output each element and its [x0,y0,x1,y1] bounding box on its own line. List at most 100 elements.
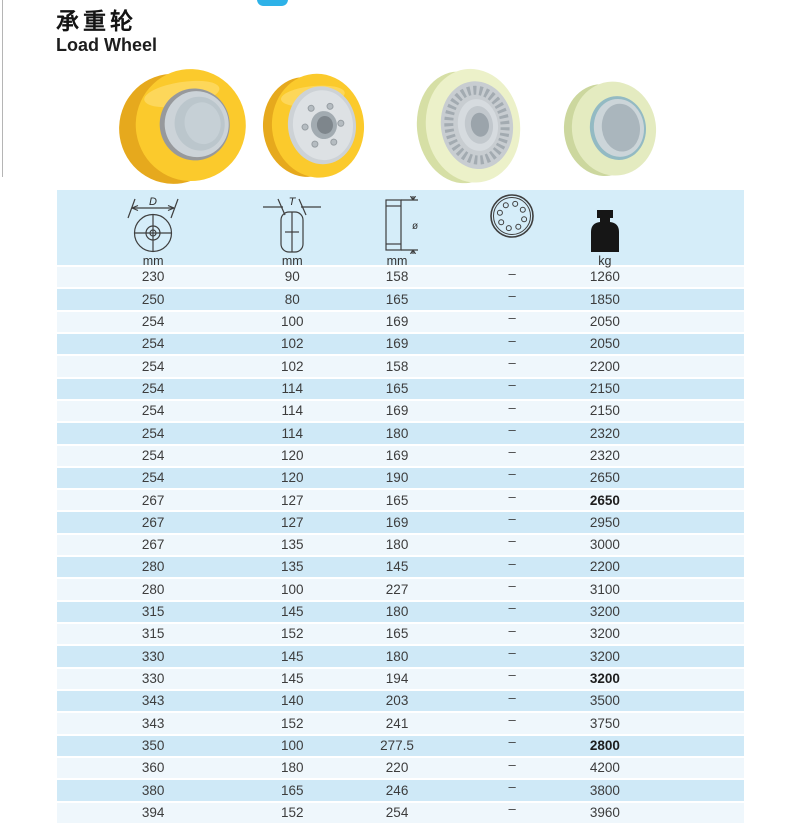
cell-load-capacity: 2200 [589,559,620,575]
cell-diameter: 330 [141,671,165,687]
cell-diameter: 394 [141,804,165,820]
cell-diameter: 343 [141,693,165,709]
cell-hub-length: 165 [385,492,409,508]
cell-hub-length: 180 [385,648,409,664]
dim-letter-dia: ø [412,221,418,232]
cell-diameter: 250 [141,291,165,307]
cell-bolt-circle: – [508,511,516,527]
cell-diameter: 254 [141,470,165,486]
cell-load-capacity: 2320 [589,425,620,441]
table-row: 250 80 165 – 1850 [57,287,744,312]
column-header-load-capacity: kg [565,190,644,274]
table-row: 315 152 165 – 3200 [57,622,744,647]
cell-width: 120 [281,447,304,463]
cell-width: 100 [281,314,304,330]
table-row: 254 100 169 – 2050 [57,310,744,334]
unit-label: mm [386,254,408,268]
column-header-width: T mm [249,190,335,274]
table-row: 350 100 277.5 – 2800 [57,735,744,758]
cell-load-capacity: 3750 [589,715,620,731]
page-title-en: Load Wheel [56,35,158,55]
cell-hub-length: 169 [385,447,409,463]
cell-bolt-circle: – [508,444,516,460]
cell-load-capacity: 2320 [589,447,620,463]
cell-hub-length: 254 [385,804,409,820]
cell-load-capacity: 2950 [589,514,620,530]
cell-width: 127 [281,514,304,530]
cell-hub-length: 277.5 [380,737,414,753]
cell-width: 114 [281,403,304,419]
table-row: 330 145 194 – 3200 [57,668,744,691]
table-row: 267 127 169 – 2950 [57,511,744,535]
column-header-hub-length: ø mm [335,190,459,274]
page-title-cn: 承重轮 [56,8,137,34]
cell-bolt-circle: – [508,488,516,504]
cell-bolt-circle: – [508,801,516,817]
cell-width: 145 [281,604,304,620]
cell-hub-length: 158 [385,269,409,285]
cell-diameter: 267 [141,514,165,530]
header-spacer [644,190,744,274]
cell-bolt-circle: – [508,332,516,348]
wheel-diameter-icon: D [127,196,179,253]
cell-width: 135 [281,559,304,575]
wheel-photo-pale-ribbed-hub [416,68,521,184]
cell-load-capacity: 1260 [589,269,620,285]
unit-label: kg [598,254,612,268]
wheel-photo-yellow-bolted-hub [262,73,365,178]
cell-bolt-circle: – [508,310,516,326]
spec-table: D mm [57,190,744,825]
wheel-photo-yellow-open-bore [119,69,246,184]
cell-width: 100 [281,737,304,753]
cell-hub-length: 246 [385,782,409,798]
table-row: 254 120 190 – 2650 [57,467,744,491]
cell-load-capacity: 3500 [589,693,620,709]
cell-diameter: 254 [141,380,165,396]
table-row: 380 165 246 – 3800 [57,778,744,803]
cell-bolt-circle: – [508,778,516,794]
cell-load-capacity: 4200 [589,760,620,776]
cell-hub-length: 220 [385,760,409,776]
cell-diameter: 254 [141,403,165,419]
cell-hub-length: 165 [385,291,409,307]
cell-width: 140 [281,693,304,709]
table-row: 267 127 165 – 2650 [57,488,744,513]
table-row: 254 114 169 – 2150 [57,401,744,424]
cell-diameter: 254 [141,447,165,463]
cell-diameter: 360 [141,760,165,776]
cell-load-capacity: 3200 [589,626,620,642]
cell-width: 114 [281,380,304,396]
cell-hub-length: 180 [385,425,409,441]
cell-diameter: 254 [141,425,165,441]
cell-bolt-circle: – [508,265,516,281]
cell-diameter: 315 [141,604,165,620]
cell-width: 135 [281,537,304,553]
table-row: 254 120 169 – 2320 [57,444,744,468]
table-row: 254 102 158 – 2200 [57,356,744,379]
cell-hub-length: 227 [385,581,409,597]
cell-hub-length: 203 [385,693,409,709]
cell-diameter: 343 [141,715,165,731]
cell-diameter: 254 [141,336,165,352]
cell-bolt-circle: – [508,711,516,727]
unit-label: mm [142,254,164,268]
cell-hub-length: 169 [385,314,409,330]
cell-load-capacity: 2800 [589,737,620,753]
cell-bolt-circle: – [508,622,516,638]
cell-bolt-circle: – [508,421,516,437]
cell-width: 145 [281,671,304,687]
cell-diameter: 267 [141,537,165,553]
table-row: 394 152 254 – 3960 [57,801,744,825]
table-row: 254 114 165 – 2150 [57,378,744,401]
spec-table-body: 230 90 158 – 1260 250 80 165 – 1850 254 … [57,267,744,825]
cell-hub-length: 145 [385,559,409,575]
dim-letter-t: T [289,196,297,208]
cell-diameter: 230 [141,269,165,285]
table-row: 254 114 180 – 2320 [57,421,744,446]
cell-bolt-circle: – [508,644,516,660]
top-tab-fragment[interactable] [257,0,288,6]
cell-bolt-circle: – [508,287,516,303]
cell-load-capacity: 2050 [589,336,620,352]
cell-bolt-circle: – [508,533,516,549]
cell-width: 114 [281,425,304,441]
